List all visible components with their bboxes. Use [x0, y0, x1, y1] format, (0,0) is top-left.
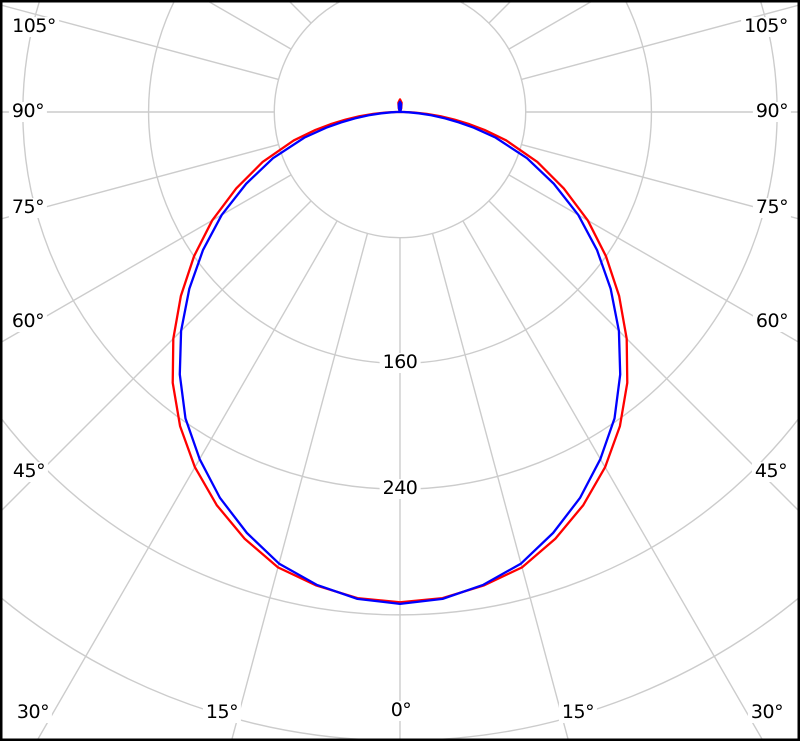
grid-circle-80 [273, 0, 527, 239]
grid-ray-105 [521, 4, 800, 81]
angle-label: 90° [8, 101, 48, 122]
grid-ray-15 [431, 233, 570, 741]
angle-label: 45° [751, 461, 791, 482]
grid-ray--105 [0, 4, 279, 81]
angle-label: 30° [747, 702, 787, 723]
angle-label: 30° [13, 702, 53, 723]
grid-ray--60 [0, 174, 292, 344]
grid-ray--75 [0, 143, 279, 220]
angle-label: 0° [387, 700, 415, 721]
grid-ray-75 [521, 143, 800, 220]
angle-label: 60° [752, 311, 792, 332]
angle-label: 15° [202, 702, 242, 723]
radial-label: 160 [379, 352, 421, 373]
radial-label: 240 [379, 478, 421, 499]
grid-ray-60 [508, 174, 800, 344]
angle-label: 105° [9, 16, 59, 37]
blue-curve [178, 100, 622, 606]
grid-ray--30 [36, 220, 338, 741]
angle-label: 105° [741, 16, 791, 37]
angle-label: 90° [752, 101, 792, 122]
grid-ray-30 [462, 220, 764, 741]
grid-ray--15 [230, 233, 369, 741]
angle-label: 75° [8, 197, 48, 218]
angle-label: 15° [558, 702, 598, 723]
angle-label: 60° [8, 311, 48, 332]
angle-label: 75° [752, 197, 792, 218]
angle-label: 45° [9, 461, 49, 482]
